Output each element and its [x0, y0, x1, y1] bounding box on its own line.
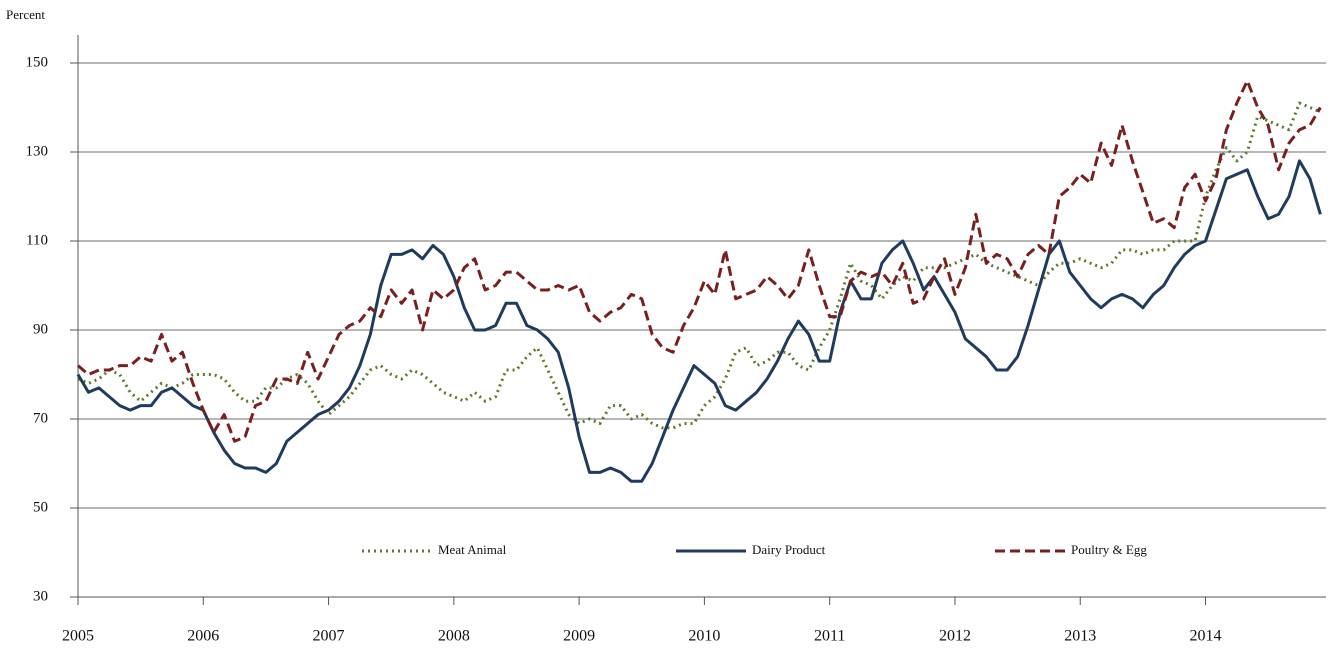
x-tick-label: 2011	[814, 628, 845, 645]
y-tick-label: 110	[26, 232, 48, 248]
x-tick-label: 2014	[1190, 628, 1222, 645]
x-tick-label: 2010	[688, 628, 720, 645]
series-line	[77, 79, 1322, 443]
legend-label: Poultry & Egg	[1071, 542, 1147, 557]
x-tick-label: 2012	[939, 628, 971, 645]
x-tick-label: 2007	[313, 628, 345, 645]
y-tick-label: 70	[33, 410, 48, 426]
y-tick-label: 150	[26, 54, 49, 70]
x-tick-label: 2008	[438, 628, 470, 645]
x-tick-label: 2006	[187, 628, 219, 645]
x-tick-label: 2005	[62, 628, 94, 645]
y-tick-label: 130	[26, 143, 49, 159]
y-tick-label: 50	[33, 499, 48, 515]
y-axis-label: Percent	[6, 7, 45, 22]
legend-label: Dairy Product	[752, 542, 826, 557]
x-tick-label: 2013	[1064, 628, 1096, 645]
y-tick-label: 30	[33, 588, 48, 604]
y-tick-label: 90	[33, 321, 48, 337]
series-line	[76, 159, 1322, 483]
x-tick-label: 2009	[563, 628, 595, 645]
legend-label: Meat Animal	[438, 542, 507, 557]
